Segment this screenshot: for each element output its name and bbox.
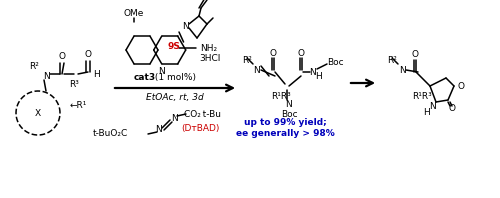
Text: ee generally > 98%: ee generally > 98% [236, 129, 334, 137]
Text: H: H [316, 71, 322, 81]
Text: N: N [42, 71, 50, 81]
Text: O: O [58, 51, 66, 61]
Text: O: O [84, 50, 91, 58]
Text: OMe: OMe [124, 9, 144, 18]
Text: H: H [92, 69, 100, 78]
Text: R¹R³: R¹R³ [271, 91, 291, 101]
Text: 3HCl: 3HCl [200, 53, 221, 63]
Text: 9S: 9S [168, 42, 180, 50]
Text: N: N [154, 126, 162, 134]
Text: O: O [412, 50, 418, 58]
Text: O: O [458, 82, 464, 90]
Text: N: N [170, 113, 177, 123]
Text: EtOAc, rt, 3d: EtOAc, rt, 3d [146, 92, 204, 102]
Text: N: N [398, 66, 406, 74]
Text: NH₂: NH₂ [200, 44, 217, 52]
Text: R¹R³: R¹R³ [412, 91, 432, 101]
Text: N: N [286, 100, 292, 109]
Text: N: N [158, 67, 165, 75]
Text: (1 mol%): (1 mol%) [152, 72, 196, 82]
Text: up to 99% yield;: up to 99% yield; [244, 117, 326, 127]
Text: X: X [35, 109, 41, 117]
Text: N: N [310, 68, 316, 76]
Text: N: N [254, 66, 260, 74]
Text: N: N [428, 102, 436, 110]
Text: cat3: cat3 [134, 72, 156, 82]
Text: R²: R² [242, 55, 252, 65]
Text: R²: R² [387, 55, 397, 65]
Text: CO₂ t-Bu: CO₂ t-Bu [184, 109, 220, 118]
Text: ←R¹: ←R¹ [70, 101, 87, 109]
Text: R³: R³ [69, 80, 79, 89]
Text: O: O [298, 49, 304, 57]
Text: O: O [448, 104, 456, 112]
Text: R²: R² [29, 62, 39, 70]
Text: Boc: Boc [280, 109, 297, 118]
Text: (DᴛBAD): (DᴛBAD) [181, 124, 219, 132]
Text: O: O [270, 49, 276, 57]
Text: H: H [422, 108, 430, 116]
Text: N: N [182, 22, 188, 30]
Text: t-BuO₂C: t-BuO₂C [93, 129, 128, 138]
Text: Boc: Boc [326, 57, 344, 67]
